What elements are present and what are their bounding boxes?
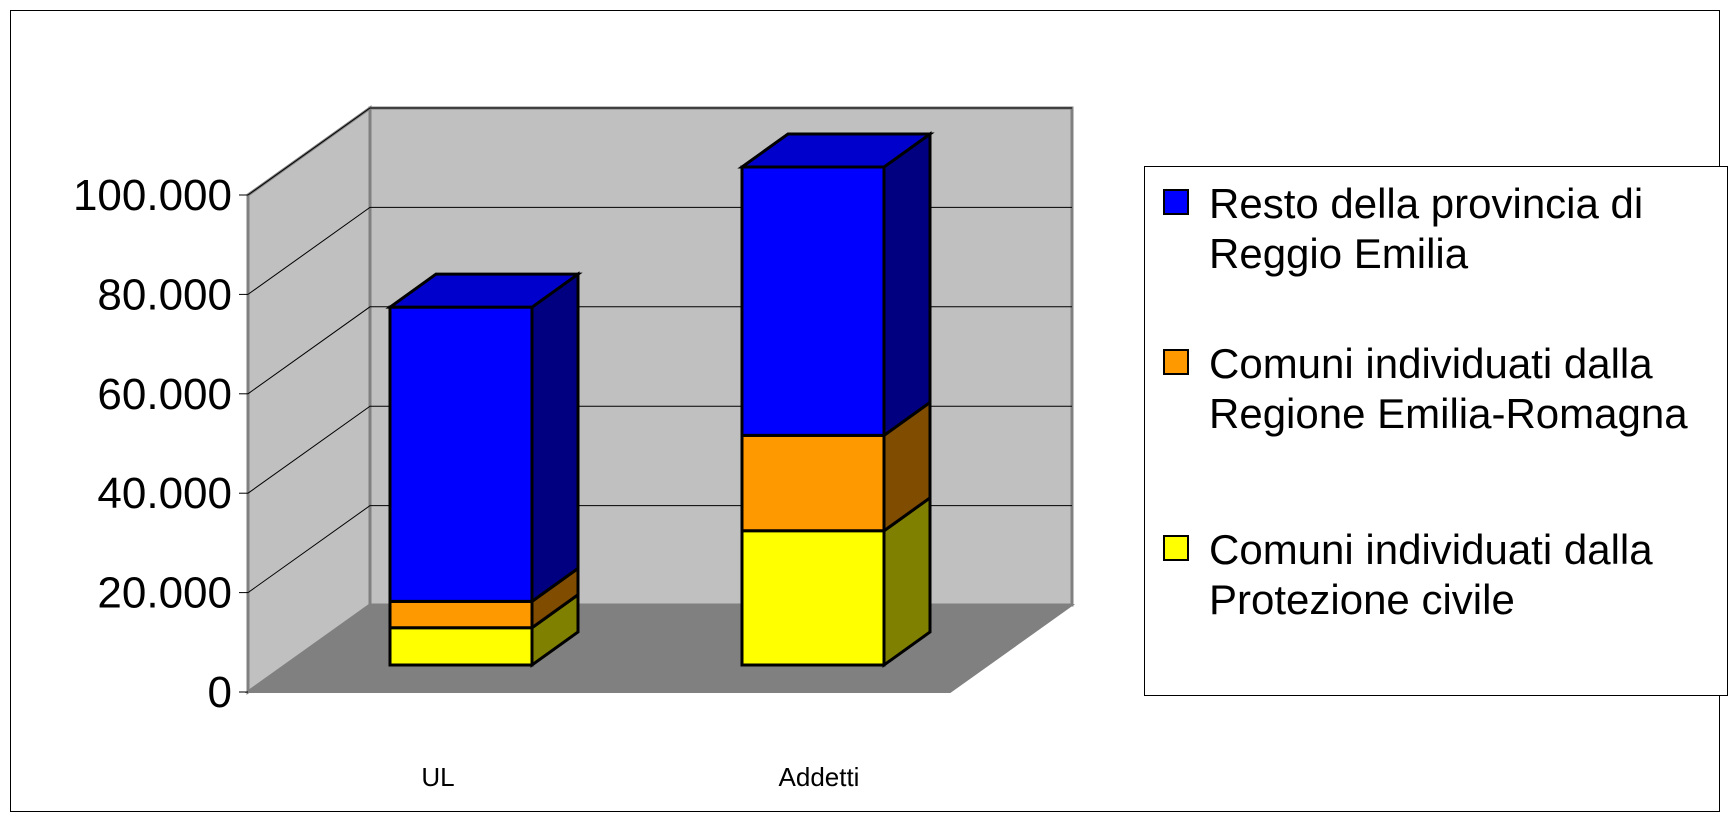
- y-tick-label: 40.000: [97, 469, 232, 518]
- chart-walls: [244, 105, 1076, 695]
- bar-stack: [385, 271, 583, 668]
- bar-segment-front: [388, 599, 534, 630]
- bar-segment-top: [737, 132, 935, 169]
- legend-swatch: [1163, 349, 1189, 375]
- bar-segment-front: [740, 165, 886, 437]
- legend: Resto della provincia di Reggio Emilia C…: [1144, 166, 1728, 696]
- bar-segment-front: [740, 529, 886, 667]
- bar-segment-front: [388, 305, 534, 603]
- legend-swatch: [1163, 189, 1189, 215]
- y-tick-label: 20.000: [97, 569, 232, 618]
- x-axis-labels: UL Addetti: [421, 762, 859, 792]
- x-category-label: Addetti: [779, 762, 860, 792]
- x-category-label: UL: [421, 762, 454, 792]
- bar-stack: [737, 131, 935, 668]
- floor: [244, 604, 1076, 693]
- bar-segment-front: [388, 626, 534, 667]
- y-tick-label: 100.000: [73, 171, 232, 220]
- gridline: [247, 107, 1072, 196]
- bar-segment-top: [385, 272, 583, 309]
- y-tick-label: 0: [208, 668, 232, 717]
- bar-segment-front: [740, 433, 886, 533]
- legend-label: Resto della provincia di Reggio Emilia: [1209, 180, 1644, 277]
- bar-segment-side: [882, 131, 932, 439]
- y-tick-label: 60.000: [97, 370, 232, 419]
- legend-swatch: [1163, 535, 1189, 561]
- legend-label: Comuni individuati dalla Regione Emilia-…: [1209, 340, 1688, 437]
- y-tick-label: 80.000: [97, 270, 232, 319]
- legend-label: Comuni individuati dalla Protezione civi…: [1209, 526, 1653, 623]
- bar-segment-side: [530, 271, 580, 605]
- y-axis-ticks: 0 20.000 40.000 60.000 80.000 100.000: [73, 171, 248, 717]
- side-wall: [246, 105, 372, 695]
- bars: [385, 131, 935, 668]
